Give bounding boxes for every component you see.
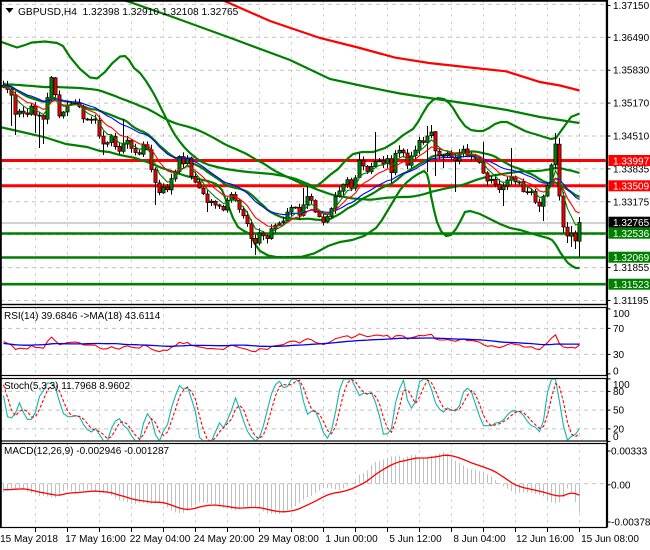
- svg-text:Stoch(5,3,3) 11.7968 8.9602: Stoch(5,3,3) 11.7968 8.9602: [4, 381, 130, 392]
- svg-text:-0.003784: -0.003784: [611, 518, 650, 529]
- svg-text:1.34510: 1.34510: [613, 132, 650, 143]
- svg-text:1.31195: 1.31195: [613, 296, 649, 307]
- svg-text:1.33997: 1.33997: [613, 156, 650, 167]
- svg-text:29 May 08:00: 29 May 08:00: [258, 534, 319, 545]
- svg-text:RSI(14) 39.6846 ->MA(18) 43.6: RSI(14) 39.6846 ->MA(18) 43.6114: [4, 311, 161, 322]
- svg-text:0: 0: [613, 432, 619, 443]
- svg-text:12 Jun 16:00: 12 Jun 16:00: [516, 534, 574, 545]
- svg-text:1.35170: 1.35170: [613, 99, 650, 110]
- svg-text:MACD(12,26,9) -0.002946 -0.001: MACD(12,26,9) -0.002946 -0.001287: [4, 446, 170, 457]
- svg-text:1.35830: 1.35830: [613, 66, 650, 77]
- svg-text:100: 100: [613, 309, 630, 320]
- svg-text:100: 100: [613, 380, 630, 391]
- svg-text:15 Jun 08:00: 15 Jun 08:00: [581, 534, 639, 545]
- svg-text:17 May 16:00: 17 May 16:00: [65, 534, 126, 545]
- svg-text:1.33175: 1.33175: [613, 197, 650, 208]
- svg-text:8 Jun 04:00: 8 Jun 04:00: [453, 534, 506, 545]
- svg-text:GBPUSD,H4 1.32398 1.32910 1.3: GBPUSD,H4 1.32398 1.32910 1.32108 1.3276…: [18, 7, 239, 18]
- svg-text:1.31855: 1.31855: [613, 263, 650, 274]
- svg-text:20: 20: [613, 424, 625, 435]
- svg-text:0.00333: 0.00333: [611, 447, 648, 458]
- svg-text:22 May 04:00: 22 May 04:00: [130, 534, 191, 545]
- svg-text:1 Jun 00:00: 1 Jun 00:00: [325, 534, 378, 545]
- svg-text:30: 30: [613, 350, 625, 361]
- svg-text:15 May 2018: 15 May 2018: [0, 534, 58, 545]
- svg-text:1.33835: 1.33835: [613, 164, 650, 175]
- svg-text:1.36490: 1.36490: [613, 33, 650, 44]
- svg-text:80: 80: [613, 387, 625, 398]
- svg-text:0: 0: [613, 367, 619, 378]
- svg-text:0.00: 0.00: [611, 480, 631, 491]
- svg-text:1.37150: 1.37150: [613, 1, 650, 12]
- svg-text:24 May 20:00: 24 May 20:00: [194, 534, 255, 545]
- svg-text:1.31523: 1.31523: [613, 280, 650, 291]
- svg-text:1.32765: 1.32765: [613, 218, 650, 229]
- svg-text:1.32069: 1.32069: [613, 253, 650, 264]
- svg-text:1.33509: 1.33509: [613, 182, 650, 193]
- svg-text:1.32536: 1.32536: [613, 229, 650, 240]
- svg-text:70: 70: [613, 324, 625, 335]
- svg-text:50: 50: [613, 406, 625, 417]
- svg-text:5 Jun 12:00: 5 Jun 12:00: [389, 534, 442, 545]
